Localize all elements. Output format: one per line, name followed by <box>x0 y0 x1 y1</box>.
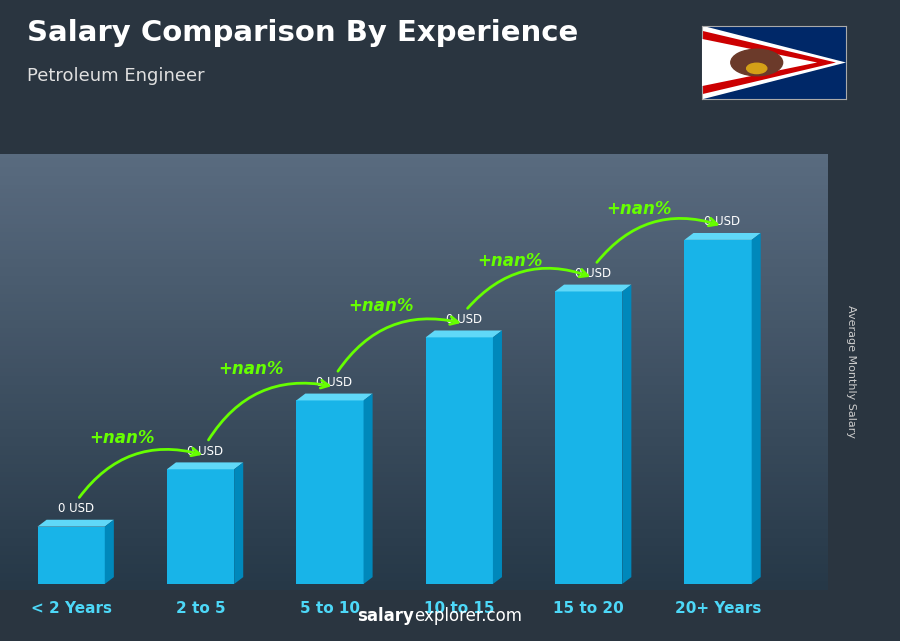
Polygon shape <box>234 462 243 584</box>
Polygon shape <box>493 331 502 584</box>
Polygon shape <box>38 520 113 527</box>
Polygon shape <box>702 31 836 94</box>
Bar <box>38 527 104 584</box>
Bar <box>426 337 493 584</box>
Text: Petroleum Engineer: Petroleum Engineer <box>27 67 204 85</box>
Polygon shape <box>684 233 760 240</box>
Polygon shape <box>622 285 632 584</box>
Polygon shape <box>426 331 502 337</box>
Polygon shape <box>752 233 760 584</box>
Polygon shape <box>555 285 632 292</box>
Polygon shape <box>104 520 113 584</box>
Polygon shape <box>702 26 846 99</box>
Bar <box>166 469 234 584</box>
Polygon shape <box>364 394 373 584</box>
Text: 0 USD: 0 USD <box>705 215 741 228</box>
Polygon shape <box>166 462 243 469</box>
Text: 0 USD: 0 USD <box>575 267 611 280</box>
Bar <box>555 292 622 584</box>
Text: +nan%: +nan% <box>607 200 672 218</box>
Polygon shape <box>702 39 817 86</box>
Bar <box>296 401 364 584</box>
Text: 0 USD: 0 USD <box>446 313 482 326</box>
Text: Salary Comparison By Experience: Salary Comparison By Experience <box>27 19 578 47</box>
Circle shape <box>731 49 783 76</box>
Text: salary: salary <box>357 607 414 625</box>
Text: +nan%: +nan% <box>348 297 413 315</box>
Circle shape <box>747 63 767 74</box>
Text: Average Monthly Salary: Average Monthly Salary <box>845 305 856 438</box>
Polygon shape <box>296 394 373 401</box>
Text: +nan%: +nan% <box>477 251 543 269</box>
Text: 0 USD: 0 USD <box>58 502 94 515</box>
Text: 0 USD: 0 USD <box>317 376 353 389</box>
Bar <box>684 240 752 584</box>
Text: 0 USD: 0 USD <box>187 445 223 458</box>
Text: +nan%: +nan% <box>219 360 284 378</box>
Text: +nan%: +nan% <box>89 429 155 447</box>
Text: explorer.com: explorer.com <box>414 607 522 625</box>
